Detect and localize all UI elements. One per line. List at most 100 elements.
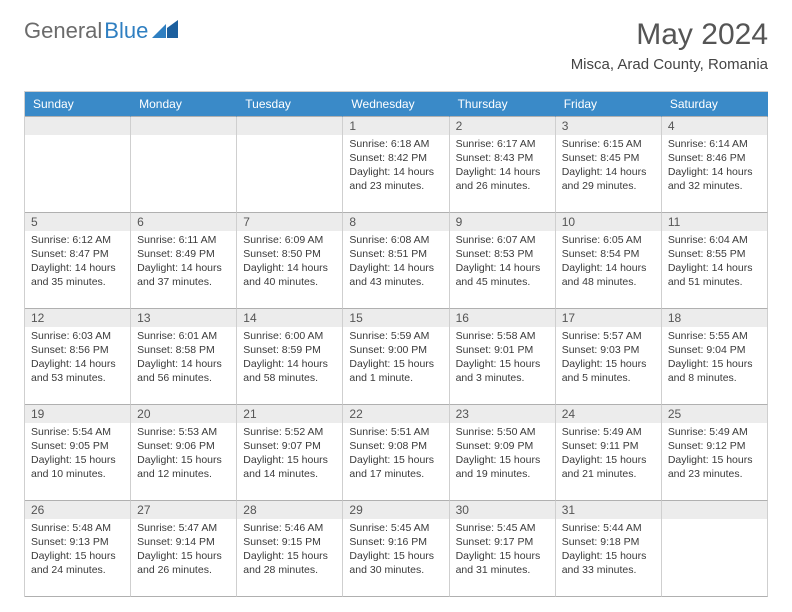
day-number-cell: 27 xyxy=(131,501,237,519)
day-number: 8 xyxy=(349,215,356,229)
daylight-line: Daylight: 15 hours and 17 minutes. xyxy=(349,454,442,482)
day-cell: Sunrise: 5:44 AMSunset: 9:18 PMDaylight:… xyxy=(556,519,662,597)
day-cell: Sunrise: 6:14 AMSunset: 8:46 PMDaylight:… xyxy=(662,135,768,213)
day-number: 9 xyxy=(456,215,463,229)
brand-logo: GeneralBlue xyxy=(24,18,178,44)
day-number: 23 xyxy=(456,407,469,421)
day-number-cell: 5 xyxy=(25,213,131,231)
day-number-cell: 21 xyxy=(237,405,343,423)
calendar-page: GeneralBlue May 2024 Misca, Arad County,… xyxy=(0,0,792,597)
daylight-line: Daylight: 15 hours and 8 minutes. xyxy=(668,358,761,386)
day-cell: Sunrise: 6:08 AMSunset: 8:51 PMDaylight:… xyxy=(343,231,449,309)
day-number-cell xyxy=(131,117,237,135)
daylight-line: Daylight: 14 hours and 56 minutes. xyxy=(137,358,230,386)
daylight-line: Daylight: 15 hours and 26 minutes. xyxy=(137,550,230,578)
sunset-line: Sunset: 8:58 PM xyxy=(137,344,230,358)
daylight-line: Daylight: 15 hours and 30 minutes. xyxy=(349,550,442,578)
sunrise-line: Sunrise: 5:47 AM xyxy=(137,522,230,536)
sunrise-line: Sunrise: 6:14 AM xyxy=(668,138,761,152)
sunset-line: Sunset: 8:49 PM xyxy=(137,248,230,262)
day-number-cell: 9 xyxy=(450,213,556,231)
day-cell: Sunrise: 6:04 AMSunset: 8:55 PMDaylight:… xyxy=(662,231,768,309)
sunrise-line: Sunrise: 5:52 AM xyxy=(243,426,336,440)
sunset-line: Sunset: 9:04 PM xyxy=(668,344,761,358)
day-number-cell: 13 xyxy=(131,309,237,327)
day-cell: Sunrise: 6:15 AMSunset: 8:45 PMDaylight:… xyxy=(556,135,662,213)
day-cell: Sunrise: 5:48 AMSunset: 9:13 PMDaylight:… xyxy=(25,519,131,597)
sunset-line: Sunset: 8:45 PM xyxy=(562,152,655,166)
sunset-line: Sunset: 9:03 PM xyxy=(562,344,655,358)
daylight-line: Daylight: 14 hours and 40 minutes. xyxy=(243,262,336,290)
sunrise-line: Sunrise: 6:01 AM xyxy=(137,330,230,344)
day-header: Sunday xyxy=(25,92,131,117)
daylight-line: Daylight: 14 hours and 53 minutes. xyxy=(31,358,124,386)
sunrise-line: Sunrise: 6:09 AM xyxy=(243,234,336,248)
day-number: 25 xyxy=(668,407,681,421)
sunset-line: Sunset: 9:07 PM xyxy=(243,440,336,454)
day-number-cell: 11 xyxy=(662,213,768,231)
sunrise-line: Sunrise: 6:08 AM xyxy=(349,234,442,248)
daylight-line: Daylight: 14 hours and 45 minutes. xyxy=(456,262,549,290)
day-cell: Sunrise: 6:09 AMSunset: 8:50 PMDaylight:… xyxy=(237,231,343,309)
daylight-line: Daylight: 15 hours and 28 minutes. xyxy=(243,550,336,578)
sunrise-line: Sunrise: 6:12 AM xyxy=(31,234,124,248)
day-number-cell: 22 xyxy=(343,405,449,423)
day-number: 24 xyxy=(562,407,575,421)
day-number-cell: 19 xyxy=(25,405,131,423)
sunset-line: Sunset: 9:01 PM xyxy=(456,344,549,358)
sunset-line: Sunset: 8:50 PM xyxy=(243,248,336,262)
day-number-cell: 15 xyxy=(343,309,449,327)
day-number: 30 xyxy=(456,503,469,517)
day-number-cell: 28 xyxy=(237,501,343,519)
topbar: GeneralBlue May 2024 Misca, Arad County,… xyxy=(24,18,768,73)
day-cell: Sunrise: 6:03 AMSunset: 8:56 PMDaylight:… xyxy=(25,327,131,405)
day-number: 29 xyxy=(349,503,362,517)
day-number: 13 xyxy=(137,311,150,325)
sunrise-line: Sunrise: 5:58 AM xyxy=(456,330,549,344)
daylight-line: Daylight: 14 hours and 23 minutes. xyxy=(349,166,442,194)
daylight-line: Daylight: 15 hours and 23 minutes. xyxy=(668,454,761,482)
sunset-line: Sunset: 8:47 PM xyxy=(31,248,124,262)
day-number-cell: 8 xyxy=(343,213,449,231)
day-cell: Sunrise: 6:17 AMSunset: 8:43 PMDaylight:… xyxy=(450,135,556,213)
sunset-line: Sunset: 8:43 PM xyxy=(456,152,549,166)
sunset-line: Sunset: 9:11 PM xyxy=(562,440,655,454)
day-number: 10 xyxy=(562,215,575,229)
sunrise-line: Sunrise: 6:07 AM xyxy=(456,234,549,248)
daylight-line: Daylight: 14 hours and 48 minutes. xyxy=(562,262,655,290)
sunset-line: Sunset: 9:13 PM xyxy=(31,536,124,550)
day-number: 28 xyxy=(243,503,256,517)
day-header: Monday xyxy=(131,92,237,117)
sunset-line: Sunset: 8:53 PM xyxy=(456,248,549,262)
daylight-line: Daylight: 14 hours and 26 minutes. xyxy=(456,166,549,194)
sunset-line: Sunset: 8:55 PM xyxy=(668,248,761,262)
day-number-cell: 26 xyxy=(25,501,131,519)
heading: May 2024 Misca, Arad County, Romania xyxy=(571,18,768,73)
sunrise-line: Sunrise: 5:50 AM xyxy=(456,426,549,440)
location-subtitle: Misca, Arad County, Romania xyxy=(571,56,768,73)
day-cell: Sunrise: 5:49 AMSunset: 9:12 PMDaylight:… xyxy=(662,423,768,501)
day-cell: Sunrise: 5:47 AMSunset: 9:14 PMDaylight:… xyxy=(131,519,237,597)
day-number: 27 xyxy=(137,503,150,517)
daylight-line: Daylight: 15 hours and 19 minutes. xyxy=(456,454,549,482)
day-header: Wednesday xyxy=(343,92,449,117)
day-cell: Sunrise: 5:54 AMSunset: 9:05 PMDaylight:… xyxy=(25,423,131,501)
day-cell xyxy=(25,135,131,213)
day-number-cell xyxy=(25,117,131,135)
daylight-line: Daylight: 14 hours and 35 minutes. xyxy=(31,262,124,290)
sunset-line: Sunset: 9:06 PM xyxy=(137,440,230,454)
day-number: 16 xyxy=(456,311,469,325)
day-number-cell: 16 xyxy=(450,309,556,327)
day-number-cell: 1 xyxy=(343,117,449,135)
day-cell: Sunrise: 6:00 AMSunset: 8:59 PMDaylight:… xyxy=(237,327,343,405)
day-cell: Sunrise: 5:51 AMSunset: 9:08 PMDaylight:… xyxy=(343,423,449,501)
day-number: 4 xyxy=(668,119,675,133)
day-cell: Sunrise: 5:53 AMSunset: 9:06 PMDaylight:… xyxy=(131,423,237,501)
sunset-line: Sunset: 9:16 PM xyxy=(349,536,442,550)
day-number: 5 xyxy=(31,215,38,229)
daylight-line: Daylight: 15 hours and 5 minutes. xyxy=(562,358,655,386)
day-number-cell: 24 xyxy=(556,405,662,423)
sunset-line: Sunset: 9:08 PM xyxy=(349,440,442,454)
day-cell: Sunrise: 5:58 AMSunset: 9:01 PMDaylight:… xyxy=(450,327,556,405)
sunrise-line: Sunrise: 5:44 AM xyxy=(562,522,655,536)
